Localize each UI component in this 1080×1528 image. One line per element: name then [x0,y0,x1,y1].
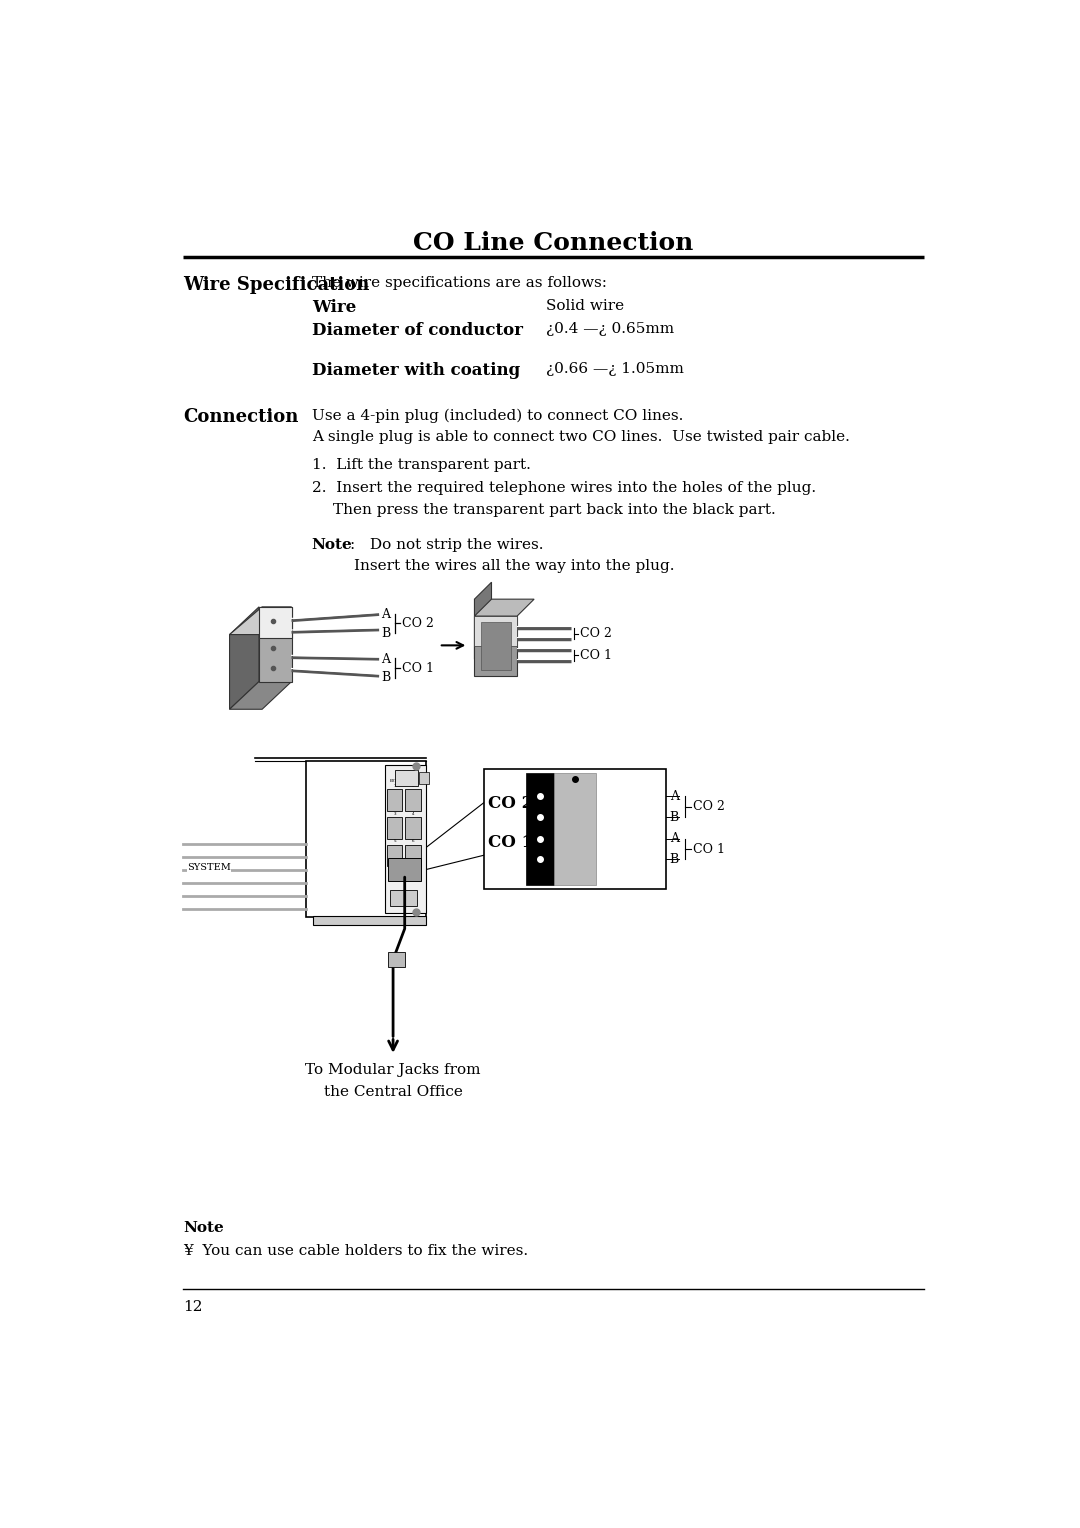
Text: EXTN
5: EXTN 5 [389,834,400,843]
Text: EXTN
3: EXTN 3 [389,807,400,816]
Text: Solid wire: Solid wire [545,299,624,313]
Text: A: A [670,790,678,802]
Text: B: B [670,810,679,824]
Polygon shape [230,607,292,634]
Bar [554,773,596,885]
Text: Wire: Wire [312,299,356,316]
Text: the Central Office: the Central Office [324,1085,462,1099]
Bar [394,770,418,785]
Polygon shape [474,616,517,677]
Text: Note: Note [312,538,352,552]
Text: A: A [670,833,678,845]
Polygon shape [259,607,292,637]
Text: The wire specifications are as follows:: The wire specifications are as follows: [312,275,607,290]
Text: Diameter of conductor: Diameter of conductor [312,322,523,339]
Text: CO 1: CO 1 [392,866,403,872]
Text: ¥  You can use cable holders to fix the wires.: ¥ You can use cable holders to fix the w… [183,1244,528,1259]
Polygon shape [474,582,491,659]
Text: CO 2: CO 2 [403,617,434,630]
Text: Connection: Connection [183,408,298,426]
Text: CO 1: CO 1 [488,834,532,851]
Text: 1.  Lift the transparent part.: 1. Lift the transparent part. [312,458,530,472]
Text: Then press the transparent part back into the black part.: Then press the transparent part back int… [334,503,777,516]
Text: 2.  Insert the required telephone wires into the holes of the plug.: 2. Insert the required telephone wires i… [312,481,815,495]
Text: B: B [670,853,679,866]
Text: EXTN
6: EXTN 6 [408,834,419,843]
Bar [389,952,405,967]
Text: 12: 12 [183,1300,203,1314]
Bar [526,773,554,885]
Text: EXTN
1: EXTN 1 [389,779,400,788]
Bar [389,857,421,882]
Bar [387,845,403,866]
Text: :   Do not strip the wires.: : Do not strip the wires. [350,538,544,552]
Polygon shape [259,607,292,681]
Bar [484,769,666,889]
Text: Note: Note [183,1221,224,1235]
Bar [387,790,403,811]
Bar [387,817,403,839]
Text: CO 2: CO 2 [392,859,403,865]
Polygon shape [474,599,535,616]
Polygon shape [474,616,517,646]
Text: OPENER: OPENER [396,776,418,781]
Bar [405,790,421,811]
Text: Wire Specification: Wire Specification [183,275,369,293]
Text: CO 1: CO 1 [693,842,725,856]
Text: A single plug is able to connect two CO lines.  Use twisted pair cable.: A single plug is able to connect two CO … [312,429,850,443]
Text: A: A [381,608,391,620]
Bar [405,845,421,866]
Text: B: B [381,671,391,685]
Text: EXTN
2: EXTN 2 [408,779,419,788]
Bar [481,622,511,669]
Text: SYSTEM: SYSTEM [187,863,231,871]
Bar [405,817,421,839]
Text: CO 1: CO 1 [403,662,434,674]
Polygon shape [230,681,292,709]
Text: Diameter with coating: Diameter with coating [312,362,519,379]
Bar [306,761,426,917]
Text: DOOR: DOOR [396,770,413,776]
Text: CO 1: CO 1 [580,649,612,662]
Text: CO 2: CO 2 [488,796,532,813]
Text: GROUND: GROUND [392,897,414,902]
Text: A: A [381,652,391,666]
Text: ¿0.66 —¿ 1.05mm: ¿0.66 —¿ 1.05mm [545,362,684,376]
Text: CO 2: CO 2 [693,801,725,813]
Polygon shape [230,607,259,709]
Bar [390,891,417,906]
Text: To Modular Jacks from: To Modular Jacks from [306,1063,481,1077]
Text: CO Line Connection: CO Line Connection [414,231,693,255]
Bar [419,772,429,784]
Text: ¿0.4 —¿ 0.65mm: ¿0.4 —¿ 0.65mm [545,322,674,336]
Text: CO 2: CO 2 [580,628,611,640]
Text: B: B [381,626,391,640]
Bar [313,915,426,924]
Bar [386,764,426,914]
Text: Use a 4-pin plug (included) to connect CO lines.: Use a 4-pin plug (included) to connect C… [312,408,683,423]
Text: EXTN
4: EXTN 4 [408,807,419,816]
Text: Insert the wires all the way into the plug.: Insert the wires all the way into the pl… [354,559,675,573]
